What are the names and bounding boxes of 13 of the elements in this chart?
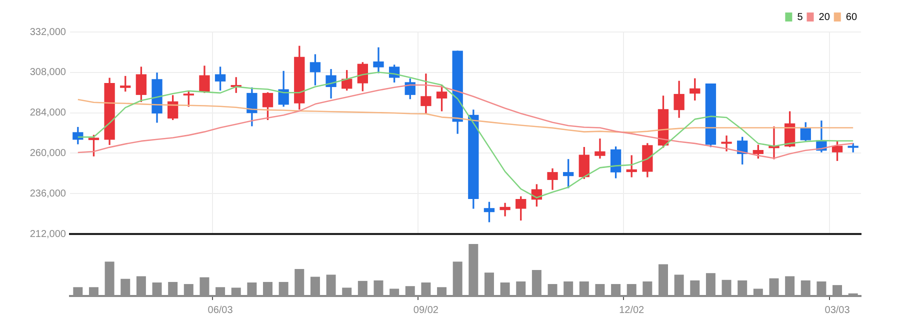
y-tick-label: 284,000 [30,108,66,119]
x-tick-label: 09/02 [413,304,439,316]
legend-label: 60 [846,12,858,23]
y-tick-label: 260,000 [30,148,66,159]
y-tick-label: 308,000 [30,67,66,78]
x-tick-label: 06/03 [208,304,234,316]
x-tick-label: 03/03 [824,304,850,316]
y-tick-label: 332,000 [30,26,66,38]
legend-label: 20 [818,12,830,23]
y-tick-label: 212,000 [30,228,66,240]
x-tick-label: 12/02 [619,304,645,316]
y-tick-label: 236,000 [30,188,66,200]
legend-label: 5 [797,12,804,23]
